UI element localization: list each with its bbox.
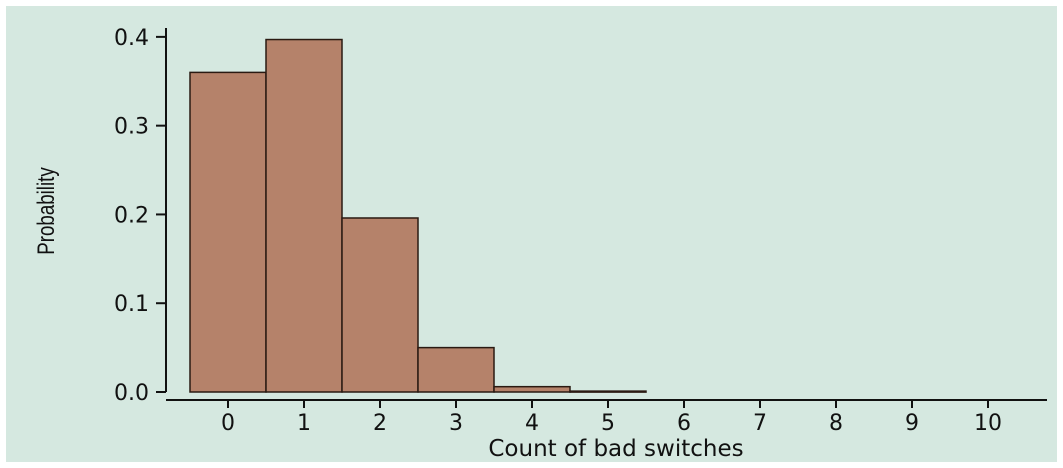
x-tick-label: 6 — [677, 411, 691, 436]
bars-group — [189, 38, 647, 393]
bar-1 — [265, 38, 343, 393]
x-tick-label: 5 — [601, 411, 615, 436]
x-tick-label: 0 — [221, 411, 235, 436]
y-tick-label: 0.4 — [114, 26, 149, 51]
bar-chart: 0.0 0.1 0.2 0.3 0.4 0 1 2 3 4 5 6 7 8 9 10 Count of ba… — [33, 26, 1047, 462]
x-axis-title: Count of bad switches — [488, 436, 743, 462]
bar-3 — [417, 346, 495, 393]
y-tick-label: 0.0 — [114, 381, 149, 406]
bar-5 — [569, 390, 647, 393]
bar-4 — [493, 385, 571, 393]
y-tick-label: 0.3 — [114, 115, 149, 140]
y-tick-label: 0.1 — [114, 292, 149, 317]
chart-panel: 0.0 0.1 0.2 0.3 0.4 0 1 2 3 4 5 6 7 8 9 10 Count of ba… — [6, 6, 1057, 462]
x-tick-label: 2 — [373, 411, 387, 436]
x-tick-label: 8 — [829, 411, 843, 436]
x-tick-label: 7 — [753, 411, 767, 436]
bar-2 — [341, 217, 419, 393]
x-tick-label: 1 — [297, 411, 311, 436]
axes-group — [165, 28, 1047, 401]
x-tick-label: 9 — [905, 411, 919, 436]
x-tick-label: 10 — [974, 411, 1002, 436]
x-tick-label: 4 — [525, 411, 539, 436]
y-axis-title: Probability — [33, 167, 60, 255]
x-ticks-group: 0 1 2 3 4 5 6 7 8 9 10 — [221, 400, 1002, 436]
bar-0 — [189, 71, 267, 393]
x-tick-label: 3 — [449, 411, 463, 436]
y-tick-label: 0.2 — [114, 203, 149, 228]
y-ticks-group: 0.0 0.1 0.2 0.3 0.4 — [114, 26, 166, 406]
